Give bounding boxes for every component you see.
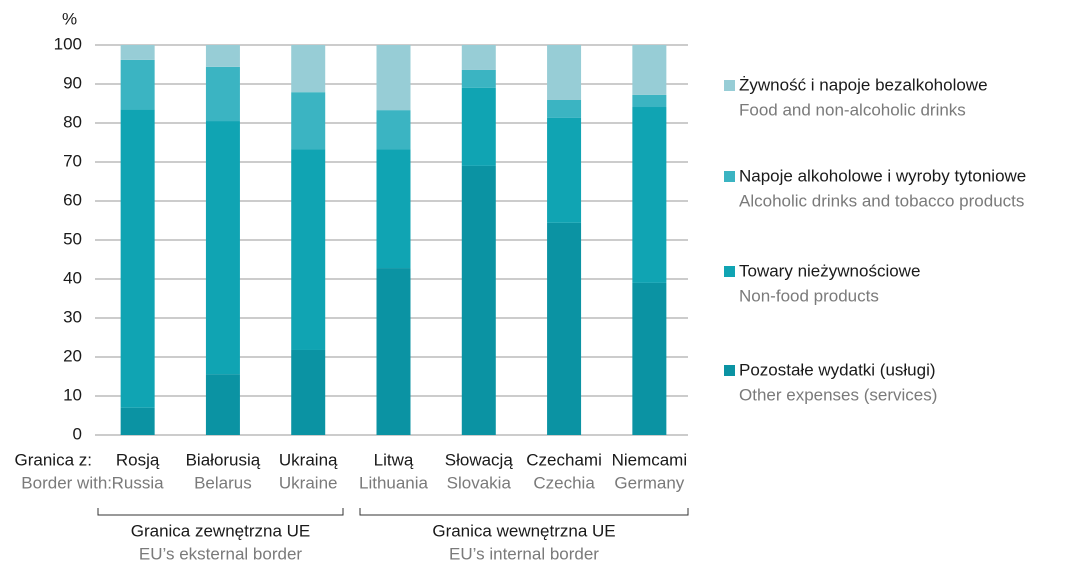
bar-segment (461, 69, 496, 88)
x-tick-label: Białorusią (186, 450, 261, 469)
bar-segment (291, 45, 326, 93)
group-label-en: EU’s eksternal border (139, 544, 302, 563)
bar-segment (632, 94, 667, 108)
y-tick-label: 30 (63, 307, 82, 326)
group-label-en: EU’s internal border (449, 544, 599, 563)
y-tick-label: 0 (73, 424, 82, 443)
x-tick-label-en: Lithuania (359, 473, 429, 492)
group-label: Granica zewnętrzna UE (131, 521, 311, 540)
x-tick-label-en: Slovakia (447, 473, 512, 492)
bar-segment (632, 282, 667, 435)
bar-segment (461, 165, 496, 435)
y-tick-label: 60 (63, 190, 82, 209)
group-label: Granica wewnętrzna UE (432, 521, 615, 540)
bar-segment (547, 117, 582, 223)
y-tick-label: 90 (63, 73, 82, 92)
bar-segment (632, 107, 667, 283)
x-tick-label: Niemcami (612, 450, 688, 469)
bar-segment (376, 45, 411, 111)
bar-segment (461, 45, 496, 70)
x-tick-label-en: Russia (112, 473, 165, 492)
x-tick-label: Czechami (526, 450, 602, 469)
bar-segment (632, 45, 667, 95)
row-label-en: Border with: (21, 473, 112, 492)
legend-label: Żywność i napoje bezalkoholowe (739, 75, 988, 94)
y-tick-label: 70 (63, 151, 82, 170)
bar-segment (376, 149, 411, 269)
legend-label-en: Alcoholic drinks and tobacco products (739, 191, 1024, 210)
y-tick-label: 100 (54, 34, 82, 53)
bar-segment (291, 349, 326, 435)
row-label: Granica z: (15, 450, 92, 469)
legend-label-en: Other expenses (services) (739, 385, 937, 404)
x-tick-label: Litwą (374, 450, 414, 469)
bar-segment (205, 121, 240, 375)
bar-segment (205, 66, 240, 122)
y-tick-label: 10 (63, 385, 82, 404)
bar-segment (547, 99, 582, 118)
y-tick-label: 20 (63, 346, 82, 365)
legend-label: Towary nieżywnościowe (739, 261, 920, 280)
x-tick-label-en: Germany (614, 473, 684, 492)
x-tick-label: Ukrainą (279, 450, 338, 469)
bar-segment (547, 222, 582, 435)
y-tick-label: 80 (63, 112, 82, 131)
bar-segment (376, 110, 411, 150)
y-tick-label: 40 (63, 268, 82, 287)
x-tick-label-en: Belarus (194, 473, 252, 492)
bar-segment (547, 45, 582, 100)
bar-segment (120, 59, 155, 110)
group-bracket (359, 508, 689, 516)
legend-label: Napoje alkoholowe i wyroby tytoniowe (739, 166, 1026, 185)
legend-label-en: Non-food products (739, 286, 879, 305)
legend-label-en: Food and non-alcoholic drinks (739, 100, 966, 119)
legend-swatch (724, 171, 735, 182)
x-tick-label-en: Czechia (533, 473, 595, 492)
x-tick-label: Rosją (116, 450, 160, 469)
bar-segment (205, 45, 240, 67)
legend-swatch (724, 266, 735, 277)
legend-swatch (724, 365, 735, 376)
bar-segment (120, 45, 155, 60)
bar-segment (461, 87, 496, 166)
legend-label: Pozostałe wydatki (usługi) (739, 360, 936, 379)
bar-segment (291, 92, 326, 150)
x-tick-label-en: Ukraine (279, 473, 338, 492)
bar-segment (205, 374, 240, 435)
y-axis-label: % (62, 9, 77, 28)
group-bracket (97, 508, 344, 516)
bar-segment (291, 149, 326, 350)
x-tick-label: Słowacją (445, 450, 514, 469)
bar-segment (120, 407, 155, 435)
y-tick-label: 50 (63, 229, 82, 248)
legend-swatch (724, 80, 735, 91)
bar-segment (376, 268, 411, 435)
bar-segment (120, 109, 155, 408)
